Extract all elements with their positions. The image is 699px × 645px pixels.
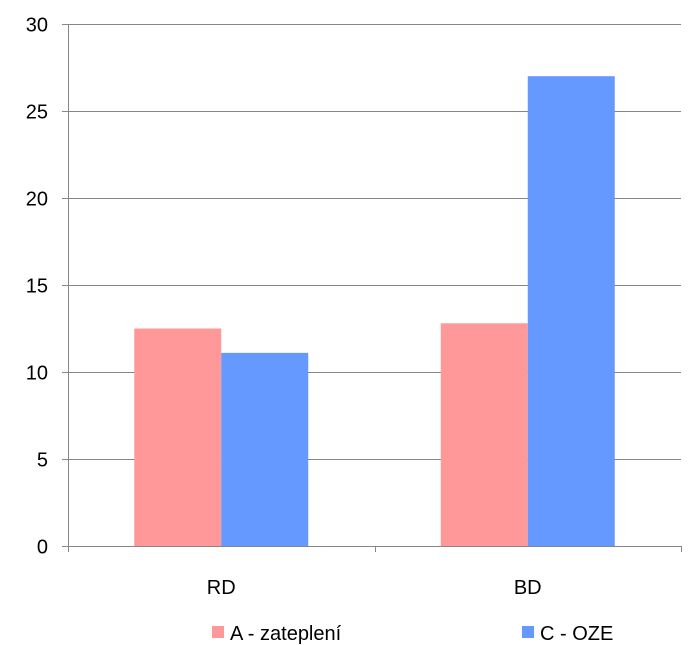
y-tick-labels: 0 5 10 15 20 25 30 <box>26 15 48 559</box>
legend-label: C - OZE <box>540 623 613 645</box>
bar-rd-series-2 <box>221 352 309 546</box>
y-tick-label: 25 <box>26 102 48 124</box>
y-tick-label: 20 <box>26 189 48 211</box>
x-tick-label: RD <box>207 577 236 599</box>
y-tick-label: 10 <box>26 363 48 385</box>
bar-bd-series-2 <box>527 76 615 546</box>
axes <box>62 24 682 552</box>
bars <box>134 76 615 546</box>
x-tick-label: BD <box>514 577 542 599</box>
bar-bd-series-1 <box>440 323 528 546</box>
x-tick-labels: RD BD <box>207 577 542 599</box>
bar-rd-series-1 <box>134 328 222 546</box>
legend: A - zateplení C - OZE <box>212 623 613 645</box>
legend-swatch <box>212 626 224 638</box>
y-tick-label: 0 <box>37 537 48 559</box>
y-tick-label: 30 <box>26 15 48 37</box>
legend-swatch <box>522 626 534 638</box>
legend-label: A - zateplení <box>230 623 342 645</box>
y-tick-label: 5 <box>37 450 48 472</box>
y-tick-label: 15 <box>26 276 48 298</box>
